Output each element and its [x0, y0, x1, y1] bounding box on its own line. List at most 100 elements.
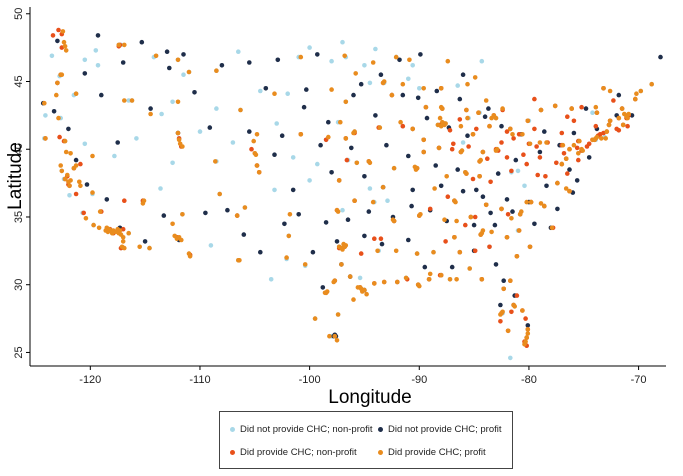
- data-point: [73, 157, 79, 163]
- data-point: [586, 155, 592, 160]
- data-point: [310, 249, 316, 255]
- data-point: [116, 42, 122, 48]
- data-point: [318, 142, 323, 148]
- data-point: [393, 54, 399, 60]
- data-point: [81, 210, 86, 216]
- data-point: [543, 174, 548, 179]
- data-point: [447, 277, 453, 282]
- data-point: [95, 63, 101, 68]
- data-point: [357, 275, 363, 281]
- legend-item: Did not provide CHC; profit: [378, 424, 502, 435]
- data-point: [476, 110, 481, 115]
- data-point: [338, 119, 343, 125]
- data-point: [251, 138, 256, 144]
- data-point: [51, 109, 57, 114]
- data-point: [61, 39, 67, 45]
- data-point: [493, 262, 499, 267]
- data-point: [495, 171, 501, 176]
- data-point: [362, 287, 367, 293]
- data-point: [329, 58, 334, 64]
- data-point: [434, 88, 440, 94]
- data-point: [466, 144, 471, 149]
- data-point: [214, 106, 219, 111]
- data-point: [437, 115, 443, 121]
- data-point: [56, 115, 61, 121]
- data-point: [379, 241, 385, 247]
- data-point: [555, 180, 560, 186]
- data-point: [249, 146, 254, 152]
- data-point: [498, 312, 503, 317]
- data-point: [180, 144, 185, 149]
- data-point: [247, 60, 252, 65]
- data-point: [115, 140, 120, 145]
- data-point: [82, 57, 88, 63]
- data-point: [272, 91, 277, 96]
- data-point: [534, 144, 539, 149]
- data-point: [436, 145, 442, 151]
- data-point: [236, 49, 241, 54]
- data-point: [498, 319, 503, 324]
- data-point: [590, 110, 595, 115]
- data-point: [60, 29, 66, 34]
- data-point: [492, 222, 498, 228]
- data-point: [432, 186, 437, 191]
- data-point: [406, 153, 411, 159]
- data-point: [137, 244, 142, 250]
- data-point: [571, 142, 577, 148]
- data-point: [301, 104, 307, 110]
- x-tick-label: -110: [189, 374, 210, 386]
- data-point: [122, 98, 127, 103]
- data-point: [442, 217, 447, 222]
- data-point: [254, 132, 260, 137]
- data-point: [327, 333, 332, 339]
- data-point: [179, 237, 184, 243]
- data-point: [112, 153, 117, 159]
- x-tick-label: -90: [411, 374, 427, 386]
- data-point: [96, 225, 102, 231]
- data-point: [455, 83, 461, 88]
- data-point: [159, 111, 164, 117]
- data-point: [520, 132, 525, 137]
- data-point: [258, 249, 263, 255]
- data-point: [385, 198, 390, 203]
- data-point: [516, 228, 522, 233]
- data-point: [593, 123, 599, 129]
- data-point: [129, 98, 135, 103]
- data-point: [504, 129, 510, 134]
- data-point: [42, 100, 47, 106]
- data-point: [532, 126, 537, 132]
- data-point: [320, 285, 326, 290]
- data-point: [407, 57, 412, 63]
- data-point: [499, 206, 504, 212]
- data-point: [95, 33, 101, 38]
- data-point: [482, 114, 488, 119]
- data-point: [468, 214, 474, 220]
- data-point: [487, 244, 492, 250]
- data-point: [577, 138, 582, 144]
- data-point: [597, 132, 603, 137]
- data-point: [367, 186, 373, 191]
- data-point: [474, 187, 479, 193]
- data-point: [504, 197, 510, 202]
- data-point: [524, 335, 529, 340]
- data-point: [438, 183, 444, 189]
- data-point: [451, 141, 456, 147]
- data-point: [84, 182, 90, 187]
- data-point: [464, 171, 469, 176]
- data-point: [487, 123, 492, 129]
- data-point: [362, 174, 367, 179]
- data-point: [378, 236, 384, 241]
- data-point: [148, 111, 153, 117]
- data-point: [525, 327, 531, 332]
- data-point: [538, 201, 544, 206]
- data-point: [126, 98, 131, 103]
- data-point: [480, 149, 486, 155]
- data-point: [140, 201, 146, 206]
- data-point: [62, 138, 68, 144]
- data-point: [347, 274, 353, 279]
- data-point: [256, 170, 262, 175]
- data-point: [207, 125, 213, 130]
- data-point: [43, 113, 48, 118]
- data-point: [82, 71, 88, 76]
- data-point: [460, 140, 466, 145]
